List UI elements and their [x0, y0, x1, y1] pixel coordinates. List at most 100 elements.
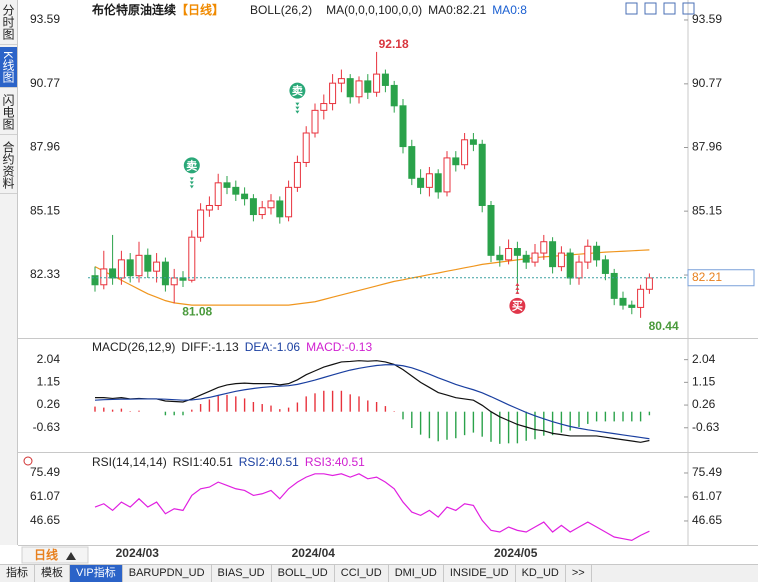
candle-body — [513, 248, 521, 256]
tool-icon[interactable] — [663, 2, 676, 15]
y-tick-label-right: 61.07 — [692, 489, 722, 503]
candle-body — [197, 209, 205, 238]
candle-body — [425, 173, 433, 188]
rsi-icon[interactable] — [23, 456, 33, 466]
candle-body — [109, 268, 117, 279]
header-item: RSI(14,14,14) — [92, 455, 167, 469]
candle-body — [267, 200, 275, 209]
candle-body — [117, 259, 125, 279]
header-item: MA(0,0,0,100,0,0) — [326, 3, 422, 17]
sidebar-tab[interactable]: 闪电图 — [0, 90, 17, 136]
chart: 日线 93.59 93.59 90.77 90.77 87.96 87.96 85.15 85… — [18, 0, 758, 564]
bottom-tab[interactable]: BARUPDN_UD — [123, 565, 212, 582]
candle-body — [337, 78, 345, 84]
candle-body — [469, 139, 477, 145]
bottom-tab[interactable]: DMI_UD — [389, 565, 444, 582]
candle-body — [223, 182, 231, 188]
signal-arrow — [295, 110, 300, 114]
y-tick-label: 85.15 — [30, 203, 60, 217]
candle-body — [320, 103, 328, 111]
sidebar-tab[interactable]: 合约资料 — [0, 137, 17, 195]
bottom-tab[interactable]: VIP指标 — [70, 565, 123, 582]
bottom-tab[interactable]: BOLL_UD — [272, 565, 335, 582]
signal-arrow — [515, 282, 520, 286]
y-tick-label-right: 1.15 — [692, 375, 716, 389]
candle-body — [135, 254, 143, 277]
candle-body — [461, 139, 469, 166]
candle-body — [91, 275, 99, 286]
candle-body — [443, 157, 451, 193]
candle-body — [522, 254, 530, 263]
candle-body — [610, 272, 618, 299]
candle-body — [434, 173, 442, 193]
panel-header: 布伦特原油连续【日线】 BOLL(26,2) MA(0,0,0,100,0,0) MA… — [92, 2, 527, 17]
candle-body — [329, 82, 337, 105]
candle-body — [557, 252, 565, 268]
y-tick-label-right: 0.26 — [692, 397, 716, 411]
bottom-tab[interactable]: >> — [566, 565, 592, 582]
header-item: DEA:-1.06 — [245, 340, 301, 354]
toolbar[interactable] — [625, 2, 695, 15]
candle-body — [100, 268, 108, 286]
candle-body — [170, 277, 178, 286]
x-tick-label: 2024/05 — [494, 546, 538, 560]
tool-icon[interactable] — [682, 2, 695, 15]
tool-icon[interactable] — [644, 2, 657, 15]
bottom-tab[interactable]: 模板 — [35, 565, 70, 582]
bottom-tab[interactable]: BIAS_UD — [212, 565, 272, 582]
sidebar-tab[interactable]: 分时图 — [0, 0, 17, 45]
bottom-tab[interactable]: INSIDE_UD — [444, 565, 516, 582]
x-tick-label: 2024/04 — [292, 546, 336, 560]
ma-line — [94, 249, 650, 306]
candle-body — [161, 261, 169, 286]
signal-label: 卖 — [292, 84, 303, 98]
candle-body — [205, 204, 213, 211]
header-item: MACD(26,12,9) — [92, 340, 175, 354]
y-tick-label-right: 46.65 — [692, 513, 722, 527]
candle-body — [452, 157, 460, 166]
candle-body — [258, 207, 266, 216]
candle-body — [505, 248, 513, 261]
dea-line — [94, 364, 650, 440]
candle-body — [593, 245, 601, 261]
tool-icon[interactable] — [625, 2, 638, 15]
candle-body — [575, 261, 583, 279]
y-tick-label: 90.77 — [30, 76, 60, 90]
candle-body — [302, 132, 310, 163]
y-tick-label-right: 93.59 — [692, 12, 722, 26]
signal-arrow — [515, 286, 520, 290]
candle-body — [276, 200, 284, 218]
candle-body — [346, 78, 354, 98]
signal-arrow — [189, 181, 194, 185]
signal-badge — [289, 82, 306, 99]
bottom-tab[interactable]: KD_UD — [516, 565, 566, 582]
period-button[interactable]: 日线 — [34, 547, 58, 562]
header-item: RSI1:40.51 — [173, 455, 233, 469]
candle-body — [373, 73, 381, 93]
candle-body — [601, 259, 609, 274]
bottom-tab[interactable]: 指标 — [0, 565, 35, 582]
signal-arrow — [189, 177, 194, 181]
candle-body — [188, 236, 196, 281]
candle-body — [399, 105, 407, 148]
bottom-tab[interactable]: CCI_UD — [335, 565, 389, 582]
y-tick-label-right: -0.63 — [692, 420, 720, 434]
y-tick-label: 93.59 — [30, 12, 60, 26]
y-tick-label: -0.63 — [33, 420, 61, 434]
signal-arrow — [189, 185, 194, 189]
candle-body — [381, 73, 389, 86]
header-item: RSI2:40.51 — [239, 455, 299, 469]
y-tick-label-right: 90.77 — [692, 76, 722, 90]
candle-body — [144, 254, 152, 272]
signal-arrow — [295, 102, 300, 106]
header-item: 布伦特原油连续 — [92, 2, 176, 17]
signal-badge — [509, 297, 526, 314]
candle-body — [293, 161, 301, 188]
candle-body — [311, 109, 319, 134]
y-tick-label: 82.33 — [30, 267, 60, 281]
candle-body — [487, 204, 495, 256]
period-arrow[interactable] — [66, 552, 76, 560]
sidebar-tab[interactable]: K线图 — [0, 47, 17, 89]
candle-body — [179, 277, 187, 281]
